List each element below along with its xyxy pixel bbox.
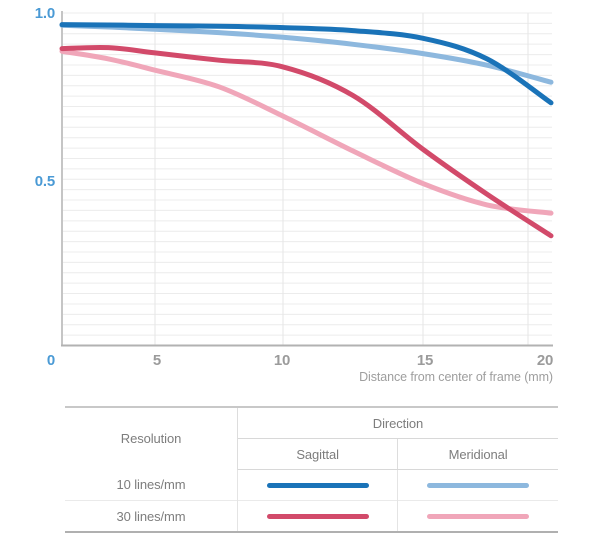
curve-10-lines-mm-meridional <box>59 22 554 85</box>
x-tick-label-15: 15 <box>416 351 434 369</box>
swatch-10-meridional <box>427 482 530 488</box>
x-axis-title: Distance from center of frame (mm) <box>359 370 553 384</box>
legend-direction-header: Direction <box>237 407 558 439</box>
legend-swatch-cell <box>398 470 558 501</box>
mtf-chart <box>59 11 554 347</box>
y-tick-label-0.5: 0.5 <box>34 173 55 190</box>
legend-sagittal-header: Sagittal <box>237 438 399 470</box>
swatch-10-sagittal <box>266 482 369 488</box>
x-tick-label-10: 10 <box>273 351 291 369</box>
legend-meridional-header: Meridional <box>397 438 558 470</box>
legend-row-30lines-label: 30 lines/mm <box>65 500 238 532</box>
x-tick-label-20: 20 <box>536 351 554 369</box>
swatch-30-meridional <box>427 513 530 519</box>
legend-swatch-cell <box>397 500 558 532</box>
swatch-30-sagittal <box>266 513 369 519</box>
legend-swatch-cell <box>237 469 399 501</box>
y-tick-label-1.0: 1.0 <box>34 4 55 22</box>
curve-30-lines-mm-sagittal <box>59 44 554 239</box>
legend-resolution-header: Resolution <box>65 407 238 470</box>
curve-10-lines-mm-sagittal <box>59 22 554 106</box>
legend-swatch-cell <box>237 500 399 532</box>
legend-table: Resolution Direction Sagittal Meridional… <box>65 406 558 533</box>
legend-row-10lines-label: 10 lines/mm <box>65 469 238 501</box>
curve-30-lines-mm-meridional <box>59 48 554 216</box>
x-tick-label-5: 5 <box>152 351 162 369</box>
y-tick-label-0: 0 <box>46 351 55 369</box>
